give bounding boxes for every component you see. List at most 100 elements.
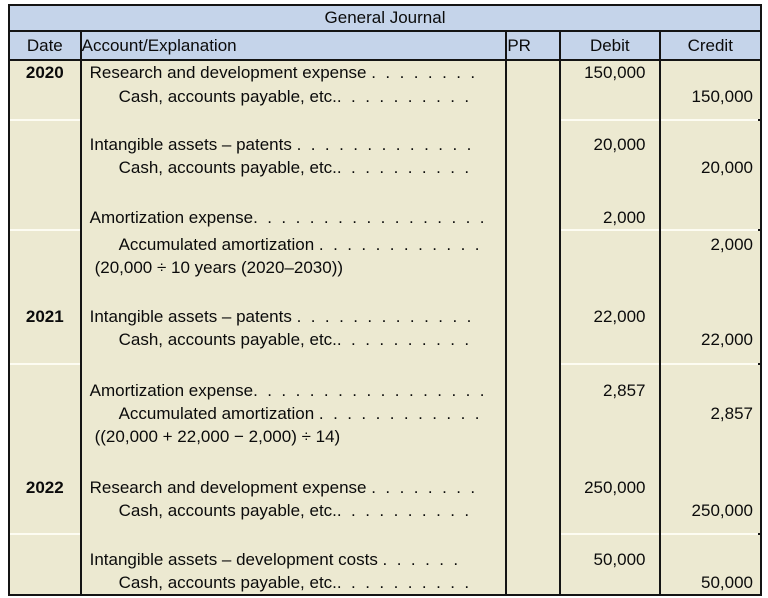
debit-cell <box>561 425 661 449</box>
pr-cell <box>507 156 562 179</box>
account-cell: (20,000 ÷ 10 years (2020–2030)) <box>82 256 508 279</box>
pr-cell <box>507 363 561 365</box>
debit-cell <box>561 256 661 279</box>
credit-cell: 2,000 <box>710 235 753 254</box>
date-cell: 2022 <box>10 476 82 499</box>
account-cell: Research and development expense . . . .… <box>82 61 508 85</box>
credit-cell: 22,000 <box>700 329 753 349</box>
debit-cell <box>560 363 661 365</box>
account-cell: Cash, accounts payable, etc.. . . . . . … <box>82 571 508 594</box>
journal-row: 2021 Intangible assets – patents . . . . … <box>10 305 760 328</box>
general-journal-table: General Journal Date Account/Explanation… <box>8 4 762 596</box>
pr-cell <box>507 548 561 571</box>
pr-cell <box>507 449 561 476</box>
account-cell: Accumulated amortization . . . . . . . .… <box>82 402 508 425</box>
credit-cell <box>661 379 760 402</box>
account-cell <box>82 121 508 133</box>
debit-cell <box>561 231 661 234</box>
debit-cell <box>561 522 661 533</box>
date-cell <box>10 499 82 522</box>
account-cell <box>82 179 508 207</box>
pr-cell <box>507 365 561 379</box>
account-cell <box>82 363 508 365</box>
account-cell: Accumulated amortization . . . . . . . .… <box>82 234 508 256</box>
date-cell <box>10 402 82 425</box>
date-cell <box>10 535 82 548</box>
credit-cell: 50,000 <box>700 572 753 592</box>
credit-cell <box>661 108 760 119</box>
account-cell <box>82 108 508 119</box>
divider-row <box>10 119 760 121</box>
debit-cell <box>561 279 661 305</box>
journal-row: Cash, accounts payable, etc.. . . . . . … <box>10 571 760 594</box>
date-cell <box>10 108 82 119</box>
divider-row <box>10 363 760 365</box>
date-cell <box>10 229 82 231</box>
journal-row: (20,000 ÷ 10 years (2020–2030)) <box>10 256 760 279</box>
account-cell <box>82 449 508 476</box>
spacer-row <box>10 108 760 119</box>
pr-cell <box>507 328 562 351</box>
pr-cell <box>507 351 561 363</box>
spacer-row <box>10 231 760 234</box>
date-cell <box>10 351 82 363</box>
account-cell <box>82 535 508 548</box>
spacer-row <box>10 365 760 379</box>
journal-row: Intangible assets – development costs . … <box>10 548 760 571</box>
credit-cell <box>660 363 760 365</box>
journal-row: Accumulated amortization . . . . . . . .… <box>10 234 760 256</box>
debit-cell <box>560 119 661 121</box>
debit-cell <box>561 121 661 133</box>
account-cell: Research and development expense . . . .… <box>82 476 508 499</box>
pr-cell <box>507 85 562 108</box>
account-cell <box>82 231 508 234</box>
pr-cell <box>507 119 561 121</box>
account-cell: Intangible assets – development costs . … <box>82 548 508 571</box>
debit-cell <box>561 449 661 476</box>
date-cell <box>10 234 82 256</box>
credit-cell <box>661 425 760 449</box>
column-header-pr: PR <box>507 32 562 59</box>
date-cell <box>10 179 82 207</box>
account-cell <box>82 365 508 379</box>
debit-cell <box>561 179 661 207</box>
journal-row: Accumulated amortization . . . . . . . .… <box>10 402 760 425</box>
date-cell <box>10 133 82 156</box>
date-cell <box>10 425 82 449</box>
debit-cell <box>561 535 661 548</box>
spacer-row <box>10 121 760 133</box>
credit-cell <box>660 119 760 121</box>
account-cell: Amortization expense. . . . . . . . . . … <box>82 379 508 402</box>
debit-cell <box>561 365 661 379</box>
date-cell <box>10 449 82 476</box>
journal-row: Cash, accounts payable, etc.. . . . . . … <box>10 85 760 108</box>
account-cell <box>82 119 508 121</box>
debit-cell <box>561 351 661 363</box>
credit-cell: 20,000 <box>700 157 753 177</box>
credit-cell <box>661 365 760 379</box>
date-cell <box>10 328 82 351</box>
pr-cell <box>507 425 561 449</box>
credit-cell <box>661 179 760 207</box>
column-header-credit: Credit <box>687 36 733 55</box>
journal-row: ((20,000 + 22,000 − 2,000) ÷ 14) <box>10 425 760 449</box>
credit-cell <box>661 351 760 363</box>
debit-cell <box>561 234 661 256</box>
pr-cell <box>507 234 562 256</box>
account-cell <box>82 229 508 231</box>
account-cell: Cash, accounts payable, etc.. . . . . . … <box>82 499 508 522</box>
divider-row <box>10 229 760 231</box>
date-cell <box>10 379 82 402</box>
account-cell <box>82 279 508 305</box>
credit-cell <box>661 133 760 156</box>
credit-cell: 250,000 <box>691 500 753 520</box>
pr-cell <box>507 108 561 119</box>
pr-cell <box>507 476 561 499</box>
journal-row: 2020 Research and development expense . .… <box>10 61 760 85</box>
debit-cell <box>561 85 661 108</box>
credit-cell <box>661 61 760 85</box>
journal-title: General Journal <box>10 6 760 32</box>
debit-cell <box>561 571 661 594</box>
account-cell: ((20,000 + 22,000 − 2,000) ÷ 14) <box>82 425 508 449</box>
column-header-account: Account/Explanation <box>82 32 508 59</box>
